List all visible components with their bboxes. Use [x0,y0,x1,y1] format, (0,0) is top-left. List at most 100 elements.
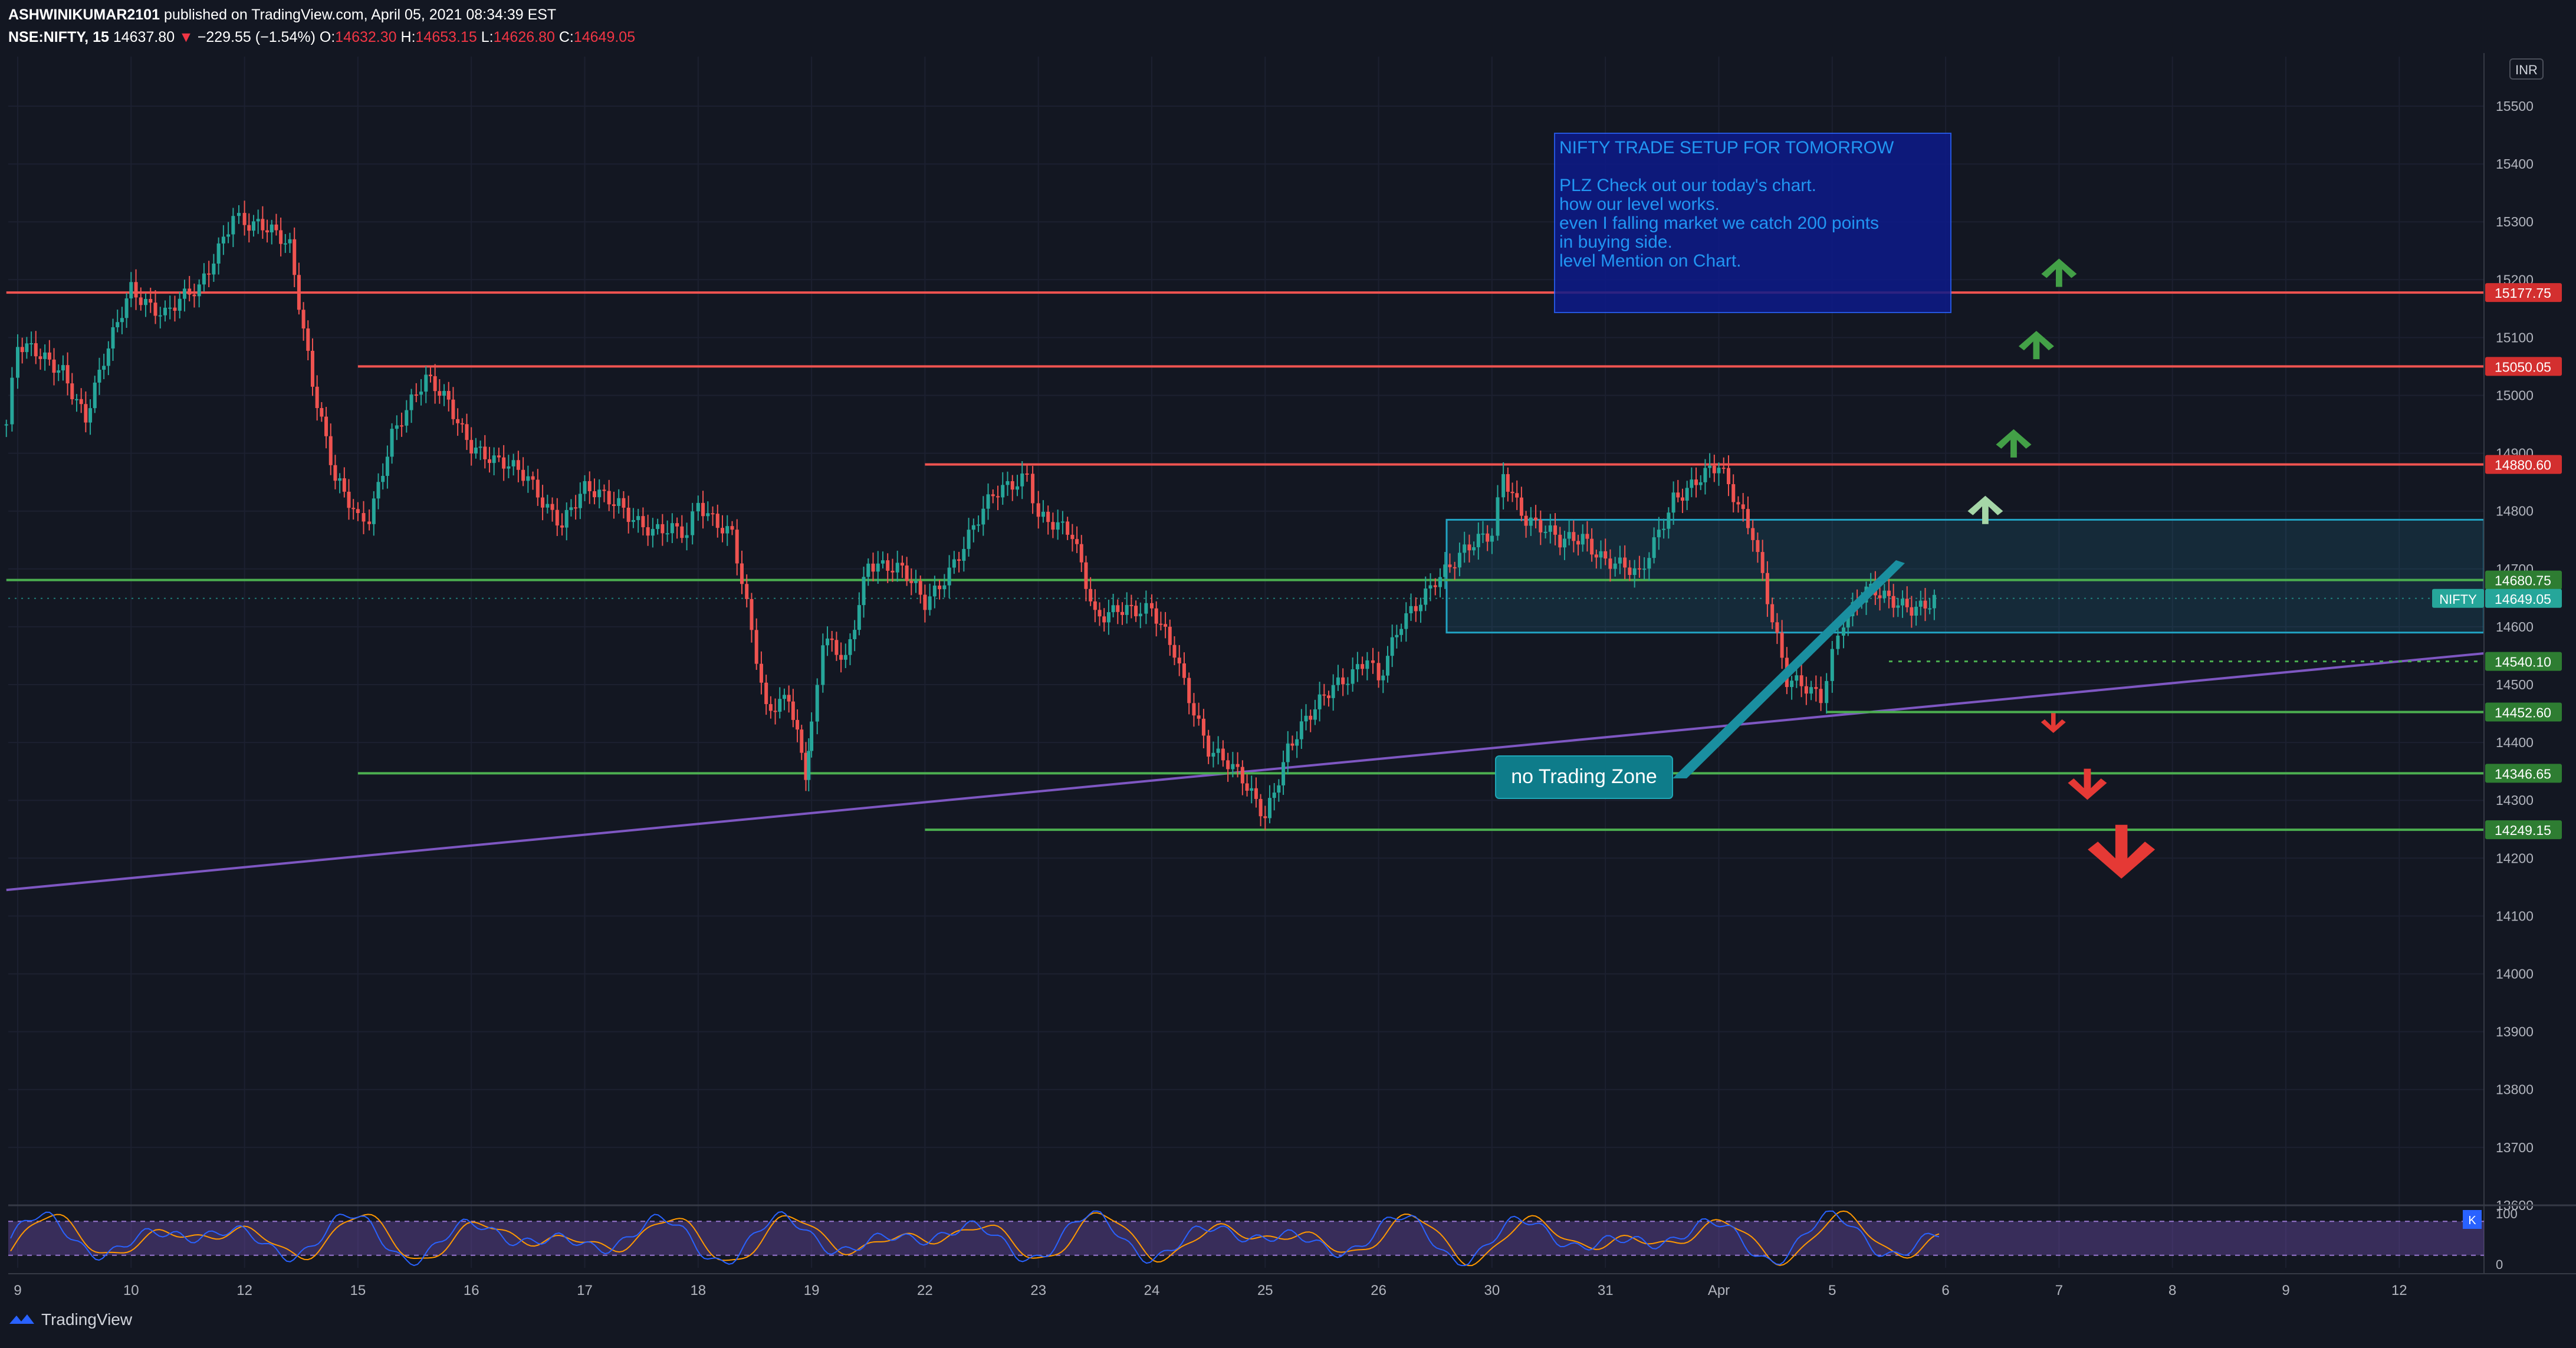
y-tick-label: 15000 [2496,388,2534,403]
candle-body [1652,537,1656,558]
down-arrow-icon[interactable] [2068,768,2107,800]
candle-body [685,535,689,538]
symbol-tag[interactable] [2432,588,2484,608]
oscillator-badge-label: K [2468,1214,2476,1227]
candle-body [1226,760,1230,770]
candle-body [124,298,129,318]
arrows[interactable] [1967,258,2156,879]
x-tick-label: 10 [123,1283,139,1298]
candle-body [433,376,437,392]
note-box[interactable] [1554,133,1951,313]
candle-body [34,343,38,357]
up-arrow-icon[interactable] [1996,429,2032,458]
candle-body [492,455,496,463]
up-arrow-icon[interactable] [2041,258,2077,287]
callout-box[interactable] [1495,755,1673,799]
level-price-tag[interactable] [2485,820,2562,840]
candle-body [1192,703,1196,716]
candle-body [1496,497,1500,536]
candle-body [84,404,88,423]
up-arrow-icon[interactable] [2018,331,2054,360]
candle-body [356,509,360,514]
candle-body [1365,660,1369,669]
candle-body [791,701,795,720]
author-name[interactable]: ASHWINIKUMAR2101 [8,6,160,23]
zone-rect[interactable] [1445,518,2485,634]
trendline[interactable] [6,652,2485,892]
candle-body [680,526,684,538]
candle-body [395,425,399,429]
note-line: even I falling market we catch 200 point… [1559,213,1879,233]
up-arrow-icon[interactable] [1967,495,2003,524]
zone-callout[interactable]: no Trading Zone [1495,560,1905,799]
osc-tick-label: 0 [2496,1257,2503,1272]
candle-body [43,352,47,359]
candle-body [1667,512,1671,529]
x-tick-label: 24 [1144,1283,1160,1298]
candle-body [857,605,861,630]
candle-body [1842,627,1846,636]
candle-body [1698,482,1703,485]
candle-body [696,502,700,512]
candle-body [1272,793,1276,798]
oscillator-badge[interactable] [2463,1210,2482,1229]
candle-body [424,374,428,392]
price-axis[interactable]: INR1360013700138001390014000141001420014… [2432,53,2576,1348]
trendline-line[interactable] [6,652,2485,892]
candle-body [670,523,674,534]
candle-body [1529,517,1533,526]
no-trading-zone-box[interactable] [1445,518,2485,634]
level-price-tag[interactable] [2485,455,2562,474]
current-price-tag[interactable] [2485,588,2562,608]
candle-body [1599,551,1603,558]
symbol-name[interactable]: NSE:NIFTY, 15 [8,29,109,45]
y-tick-label: 14200 [2496,850,2534,866]
y-tick-label: 15300 [2496,214,2534,229]
candle-body [149,298,153,303]
candle-body [1111,605,1115,613]
currency-badge[interactable] [2509,58,2544,80]
oscillator-pane[interactable]: 100 0 K [8,1204,2576,1272]
candle-body [1187,678,1191,703]
candle-body [1490,535,1494,542]
candle-body [778,699,782,712]
candle-body [1790,680,1794,688]
level-price-tag[interactable] [2485,702,2562,722]
level-price-tag[interactable] [2485,570,2562,590]
candle-body [691,511,695,535]
candle-body [1576,541,1581,545]
candle-body [1177,657,1181,664]
candle-body [247,225,251,231]
candle-body [1453,567,1457,568]
candle-body [1809,687,1813,694]
candle-body [569,507,573,510]
candle-body [20,347,24,353]
price-levels[interactable] [6,291,2484,831]
trade-setup-note[interactable]: NIFTY TRADE SETUP FOR TOMORROW PLZ Check … [1554,133,1951,313]
level-price-tag[interactable] [2485,357,2562,376]
candle-body [221,236,225,244]
candle-body [947,567,951,586]
candle-body [25,343,29,353]
candle-body [1476,534,1480,548]
candle-body [460,423,464,425]
candle-body [1481,533,1485,535]
level-price-tag[interactable] [2485,764,2562,783]
candle-body [1539,520,1543,532]
down-arrow-icon[interactable] [2088,824,2156,879]
candle-body [810,721,814,751]
level-price-tag[interactable] [2485,652,2562,671]
candle-body [1932,594,1936,609]
down-arrow-icon[interactable] [2041,713,2066,733]
candle-body [502,457,506,469]
candle-body [173,307,177,311]
level-price-tag[interactable] [2485,283,2562,303]
time-axis[interactable]: 9 10 12 15 16 17 18 19 22 23 24 25 26 30 31 Apr 5 6 7 8 9 12 [8,1273,2576,1298]
candle-body [1524,515,1528,526]
candle-body [1775,622,1779,633]
tradingview-logo[interactable]: TradingView [8,1310,132,1329]
candle-body [1443,564,1447,577]
candle-body [1041,511,1045,517]
candle-body [1647,558,1651,569]
